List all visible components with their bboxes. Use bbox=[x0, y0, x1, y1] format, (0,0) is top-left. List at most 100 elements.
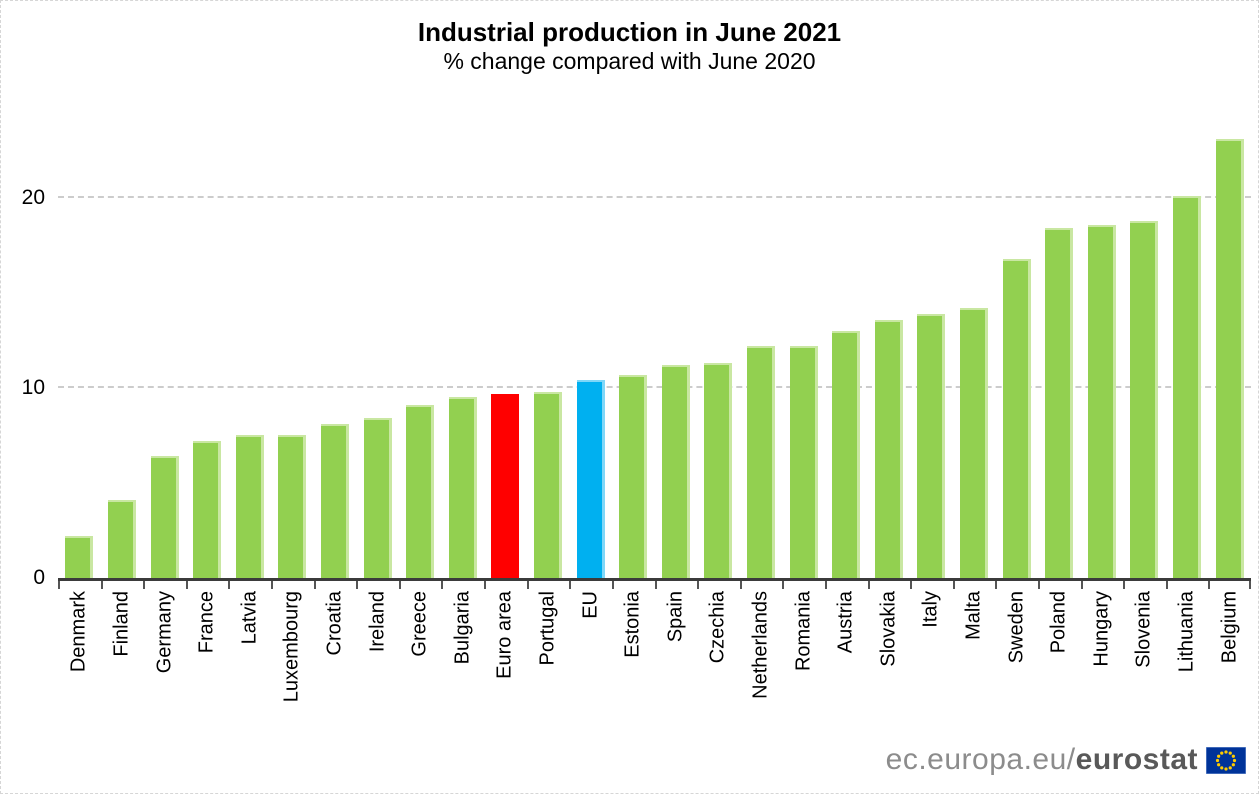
x-axis-tick bbox=[655, 581, 657, 589]
bar-greece bbox=[406, 405, 435, 578]
x-axis-tick bbox=[1038, 581, 1040, 589]
x-axis-tick bbox=[995, 581, 997, 589]
x-axis-label-czechia: Czechia bbox=[706, 591, 729, 664]
x-axis-tick bbox=[101, 581, 103, 589]
footer-url-eurostat: eurostat bbox=[1075, 743, 1198, 776]
bar-eu bbox=[576, 380, 605, 578]
chart-subtitle: % change compared with June 2020 bbox=[443, 48, 816, 74]
y-axis-tick-label: 10 bbox=[21, 376, 45, 399]
x-axis-tick bbox=[1166, 581, 1168, 589]
bar-czechia bbox=[704, 363, 733, 578]
x-axis-tick bbox=[484, 581, 486, 589]
x-axis-label-malta: Malta bbox=[962, 591, 985, 640]
x-axis-tick bbox=[612, 581, 614, 589]
x-axis-tick bbox=[825, 581, 827, 589]
x-axis-label-portugal: Portugal bbox=[536, 591, 559, 666]
x-axis-label-denmark: Denmark bbox=[67, 591, 90, 673]
bar-sweden bbox=[1002, 259, 1031, 578]
x-axis-label-lithuania: Lithuania bbox=[1175, 591, 1198, 673]
eu-flag-icon bbox=[1206, 746, 1246, 774]
gridline-y20 bbox=[58, 196, 1251, 198]
x-axis-label-euro-area: Euro area bbox=[493, 591, 516, 679]
x-axis-label-hungary: Hungary bbox=[1090, 591, 1113, 667]
bar-austria bbox=[832, 331, 861, 578]
bar-croatia bbox=[320, 424, 349, 578]
bar-latvia bbox=[235, 435, 264, 578]
bar-slovakia bbox=[874, 320, 903, 578]
x-axis-tick bbox=[527, 581, 529, 589]
x-axis-label-eu: EU bbox=[579, 591, 602, 619]
x-axis-label-bulgaria: Bulgaria bbox=[451, 591, 474, 665]
x-axis-tick bbox=[1249, 581, 1251, 589]
x-axis-tick bbox=[228, 581, 230, 589]
x-axis-label-netherlands: Netherlands bbox=[749, 591, 772, 699]
bar-ireland bbox=[363, 418, 392, 578]
x-axis-tick bbox=[782, 581, 784, 589]
x-axis-tick bbox=[356, 581, 358, 589]
bar-italy bbox=[917, 314, 946, 578]
bar-belgium bbox=[1215, 139, 1244, 578]
x-axis-label-croatia: Croatia bbox=[323, 591, 346, 656]
x-axis-tick bbox=[953, 581, 955, 589]
bar-hungary bbox=[1087, 225, 1116, 578]
footer-url-prefix: ec.europa.eu/ bbox=[885, 743, 1076, 776]
bar-estonia bbox=[619, 375, 648, 578]
x-axis-label-france: France bbox=[195, 591, 218, 654]
x-axis-tick bbox=[143, 581, 145, 589]
x-axis-label-italy: Italy bbox=[919, 591, 942, 628]
x-axis-label-austria: Austria bbox=[834, 591, 857, 654]
bar-netherlands bbox=[747, 346, 776, 578]
x-axis-tick bbox=[441, 581, 443, 589]
x-axis-label-belgium: Belgium bbox=[1218, 591, 1241, 664]
x-axis-label-romania: Romania bbox=[792, 591, 815, 672]
x-axis-label-germany: Germany bbox=[153, 591, 176, 674]
bar-france bbox=[193, 441, 222, 578]
bar-poland bbox=[1045, 228, 1074, 578]
x-axis-tick bbox=[399, 581, 401, 589]
footer-branding: ec.europa.eu/eurostat bbox=[886, 743, 1246, 777]
plot-area: Denmark Finland Germany France Latvia Luxembo… bbox=[58, 121, 1251, 702]
x-axis-tick bbox=[1208, 581, 1210, 589]
bar-portugal bbox=[533, 392, 562, 578]
bar-slovenia bbox=[1130, 221, 1159, 578]
x-axis-label-spain: Spain bbox=[664, 591, 687, 643]
bar-malta bbox=[960, 308, 989, 578]
eu-flag-stars bbox=[1215, 749, 1237, 771]
bar-euro-area bbox=[491, 394, 520, 578]
x-axis-label-poland: Poland bbox=[1047, 591, 1070, 654]
x-axis-label-sweden: Sweden bbox=[1005, 591, 1028, 664]
bar-spain bbox=[661, 365, 690, 578]
gridline-y10 bbox=[58, 386, 1251, 388]
x-axis-label-ireland: Ireland bbox=[366, 591, 389, 653]
x-axis-tick bbox=[910, 581, 912, 589]
x-axis-label-finland: Finland bbox=[110, 591, 133, 657]
x-axis-tick bbox=[58, 581, 60, 589]
x-axis-label-estonia: Estonia bbox=[621, 591, 644, 658]
bar-luxembourg bbox=[278, 435, 307, 578]
x-axis-label-slovakia: Slovakia bbox=[877, 591, 900, 667]
x-axis-tick bbox=[1081, 581, 1083, 589]
x-axis-label-latvia: Latvia bbox=[238, 591, 261, 645]
x-axis-tick bbox=[868, 581, 870, 589]
x-axis-tick bbox=[186, 581, 188, 589]
bar-romania bbox=[789, 346, 818, 578]
x-axis-tick bbox=[271, 581, 273, 589]
x-axis-tick bbox=[697, 581, 699, 589]
bar-lithuania bbox=[1173, 196, 1202, 578]
x-axis-tick bbox=[740, 581, 742, 589]
chart-header: Industrial production in June 2021 % cha… bbox=[1, 17, 1258, 75]
x-axis-label-greece: Greece bbox=[408, 591, 431, 657]
x-axis-line bbox=[58, 578, 1251, 581]
x-axis-tick bbox=[569, 581, 571, 589]
x-axis-tick bbox=[314, 581, 316, 589]
x-axis-label-luxembourg: Luxembourg bbox=[280, 591, 303, 703]
bar-denmark bbox=[65, 536, 94, 578]
x-axis-label-slovenia: Slovenia bbox=[1132, 591, 1155, 668]
footer-url: ec.europa.eu/eurostat bbox=[886, 743, 1198, 777]
bar-bulgaria bbox=[448, 397, 477, 578]
x-axis-tick bbox=[1123, 581, 1125, 589]
chart-title: Industrial production in June 2021 bbox=[417, 17, 842, 47]
bar-finland bbox=[107, 500, 136, 578]
y-axis-tick-label: 20 bbox=[21, 186, 45, 209]
